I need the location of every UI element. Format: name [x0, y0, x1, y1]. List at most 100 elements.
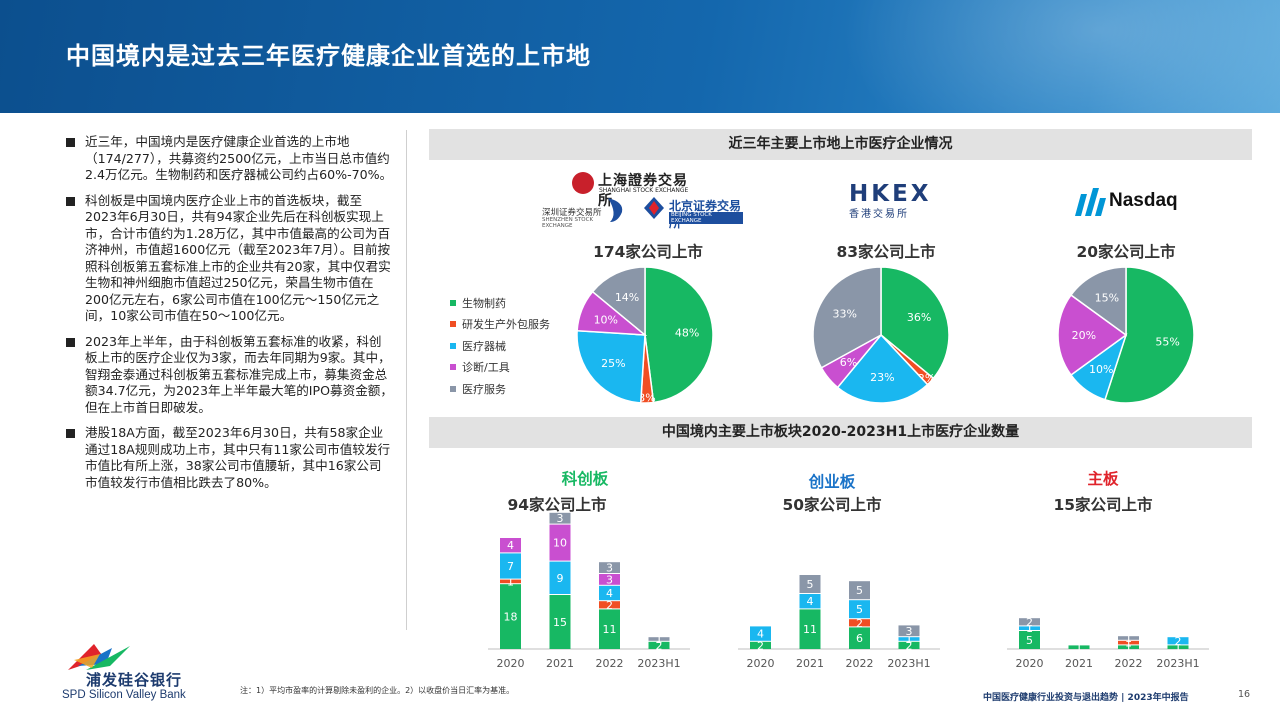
bar-value-label: 3 [906, 625, 913, 638]
bse-emblem-icon [644, 197, 664, 219]
legend-swatch [450, 364, 456, 371]
legend-item: 研发生产外包服务 [450, 314, 550, 336]
legend-item: 医疗器械 [450, 335, 550, 357]
bar-value-label: 1 [1076, 641, 1083, 654]
bar-segment-biopharma [549, 595, 571, 649]
header-banner: 中国境内是过去三年医疗健康企业首选的上市地 [0, 0, 1280, 113]
bar-value-label: 1 [1125, 637, 1132, 650]
x-tick-label: 2023H1 [637, 657, 680, 670]
bar-value-label: 2 [656, 639, 663, 652]
bar-segment-biopharma [799, 609, 821, 649]
pie-legend: 生物制药 研发生产外包服务 医疗器械 诊断/工具 医疗服务 [450, 292, 550, 400]
sse-logo: 上海證券交易所 SHANGHAI STOCK EXCHANGE [572, 170, 697, 209]
report-title: 中国医疗健康行业投资与退出趋势 | 2023年中报告 [983, 693, 1189, 703]
bar-value-label: 2 [906, 639, 913, 652]
pie-slice-biopharma [644, 266, 714, 404]
bar-value-label: 5 [856, 603, 863, 616]
bar-value-label: 1 [656, 633, 663, 646]
x-tick-label: 2021 [796, 657, 824, 670]
bar-segment-services [799, 575, 821, 593]
bar-value-label: 11 [803, 623, 817, 636]
bar-segment-biopharma [750, 641, 771, 649]
bullet-item: 近三年，中国境内是医疗健康企业首选的上市地（174/277），共募资约2500亿… [64, 134, 394, 184]
bar-segment-cro [599, 601, 620, 609]
pie-value-label: 20% [1072, 329, 1096, 342]
bullet-text: 科创板是中国境内医疗企业上市的首选板块，截至2023年6月30日，共有94家企业… [85, 192, 391, 324]
pie-slice-services [812, 266, 882, 369]
bar-value-label: 9 [557, 572, 564, 585]
pie-value-label: 36% [907, 311, 931, 324]
bar-value-label: 2 [856, 617, 863, 630]
bar-segment-diagnostics [549, 524, 571, 561]
column-divider [406, 130, 407, 630]
pie-slice-biopharma [1104, 266, 1195, 404]
pie-title-hk: 83家公司上市 [836, 243, 936, 261]
bar-value-label: 1 [906, 633, 913, 646]
footer-brand-cn: 浦发硅谷银行 [86, 671, 183, 689]
bar-segment-biopharma [648, 641, 670, 649]
bullet-square-icon [66, 196, 75, 206]
footnote: 注：1）平均市盈率的计算剔除未盈利的企业。2）以收盘价当日汇率为基准。 [240, 686, 515, 695]
bar-value-label: 2 [1026, 616, 1033, 629]
pie-value-label: 25% [601, 357, 625, 370]
bar-segment-biopharma [898, 641, 920, 649]
pie-slice-biopharma [880, 266, 950, 380]
page-title: 中国境内是过去三年医疗健康企业首选的上市地 [66, 42, 591, 70]
pie-value-label: 33% [832, 308, 856, 321]
bar-segment-device [750, 626, 771, 641]
bullet-square-icon [66, 337, 75, 347]
pie-chart-hk: 36%2%23%6%33% [812, 266, 950, 404]
x-tick-label: 2022 [1115, 657, 1143, 670]
szse-logo-en: SHENZHEN STOCK EXCHANGE [542, 217, 594, 229]
x-tick-label: 2022 [846, 657, 874, 670]
bar-value-label: 6 [856, 632, 863, 645]
x-tick-label: 2020 [747, 657, 775, 670]
x-tick-label: 2022 [596, 657, 624, 670]
spd-svb-emblem-icon [68, 644, 130, 670]
bar-segment-device [1167, 637, 1189, 645]
bullet-item: 2023年上半年，由于科创板第五套标准的收紧，科创板上市的医疗企业仅为3家，而去… [64, 334, 394, 417]
bar-value-label: 15 [553, 616, 567, 629]
legend-swatch [450, 342, 456, 349]
bullet-square-icon [66, 429, 75, 438]
bar-value-label: 3 [606, 573, 613, 586]
bar-value-label: 5 [1026, 634, 1033, 647]
bar-segment-services [898, 625, 920, 637]
legend-swatch [450, 385, 456, 392]
pie-slice-diagnostics [1057, 293, 1128, 377]
legend-label: 研发生产外包服务 [462, 318, 550, 332]
bar-segment-device [1019, 626, 1040, 630]
bar-segment-device [599, 585, 620, 601]
x-tick-label: 2021 [1065, 657, 1093, 670]
bar-value-label: 7 [507, 560, 514, 573]
section-title-boards: 中国境内主要上市板块2020-2023H1上市医疗企业数量 [429, 417, 1252, 448]
x-tick-label: 2020 [497, 657, 525, 670]
bse-logo-en: BEIJING STOCK EXCHANGE [669, 212, 743, 224]
legend-label: 生物制药 [462, 296, 506, 310]
legend-item: 生物制药 [450, 292, 550, 314]
bar-segment-cro [500, 579, 521, 584]
pie-value-label: 3% [638, 392, 655, 405]
bar-value-label: 4 [757, 628, 764, 641]
bar-segment-biopharma [1167, 645, 1189, 649]
pie-slice-device [836, 333, 929, 404]
footer-brand-en: SPD Silicon Valley Bank [62, 689, 186, 701]
bar-value-label: 11 [603, 623, 617, 636]
bar-segment-diagnostics [599, 574, 620, 585]
pie-title-china: 174家公司上市 [593, 243, 703, 261]
bar-segment-biopharma [1118, 645, 1139, 649]
bar-segment-device [500, 553, 521, 579]
bar-value-label: 4 [507, 539, 514, 552]
pie-value-label: 6% [840, 356, 857, 369]
bullet-list: 近三年，中国境内是医疗健康企业首选的上市地（174/277），共募资约2500亿… [64, 134, 394, 500]
bar-segment-services [549, 512, 571, 524]
bullet-text: 近三年，中国境内是医疗健康企业首选的上市地（174/277），共募资约2500亿… [85, 134, 393, 182]
legend-label: 医疗器械 [462, 339, 506, 353]
bar-segment-device [849, 600, 870, 619]
hkex-logo: HKEX 香港交易所 [849, 181, 929, 221]
pie-value-label: 48% [675, 326, 699, 339]
pie-value-label: 14% [615, 291, 639, 304]
legend-label: 医疗服务 [462, 382, 506, 396]
bar-segment-device [898, 637, 920, 641]
